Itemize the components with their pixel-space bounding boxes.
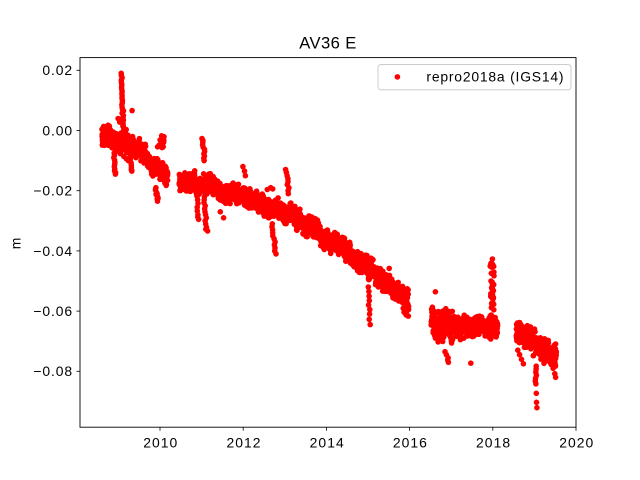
svg-text:2020: 2020 [559,435,594,451]
svg-text:−0.02: −0.02 [33,183,73,199]
svg-text:2014: 2014 [310,435,345,451]
svg-text:0.02: 0.02 [42,62,73,78]
svg-text:m: m [8,238,24,250]
svg-text:−0.06: −0.06 [33,303,73,319]
svg-text:2018: 2018 [476,435,511,451]
svg-text:−0.04: −0.04 [33,243,73,259]
svg-text:2016: 2016 [393,435,428,451]
svg-text:repro2018a (IGS14): repro2018a (IGS14) [426,69,564,85]
svg-text:−0.08: −0.08 [33,363,73,379]
svg-text:2012: 2012 [226,435,261,451]
svg-text:2010: 2010 [143,435,178,451]
svg-text:AV36 E: AV36 E [299,33,356,52]
svg-text:0.00: 0.00 [42,122,73,138]
